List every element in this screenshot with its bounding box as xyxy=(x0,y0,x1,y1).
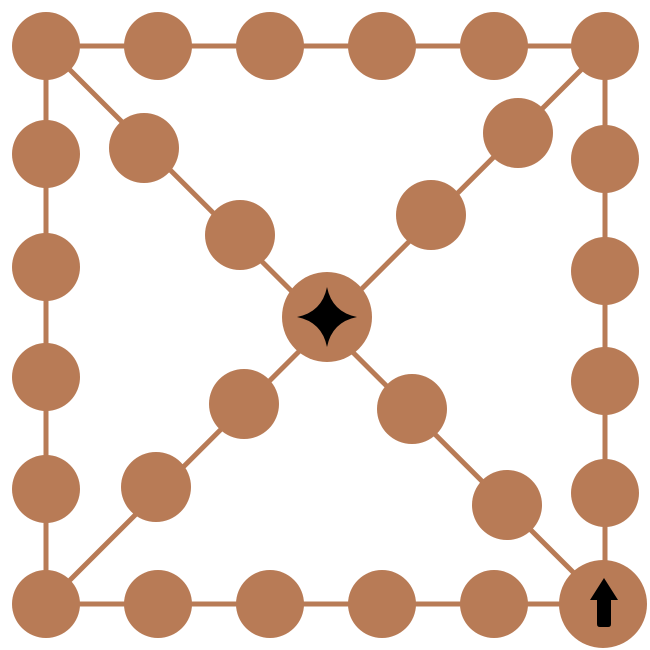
node-top-0[interactable] xyxy=(12,12,80,80)
node-left-0[interactable] xyxy=(12,120,80,188)
up-arrow-icon xyxy=(590,578,618,627)
node-diag-nw-1[interactable] xyxy=(109,113,179,183)
node-bottom-3[interactable] xyxy=(348,570,416,638)
node-right-3[interactable] xyxy=(571,459,639,527)
node-top-5[interactable] xyxy=(571,12,639,80)
board-markers xyxy=(297,287,618,627)
node-diag-nw-2[interactable] xyxy=(205,200,275,270)
four-point-star-icon xyxy=(297,287,357,347)
board-nodes xyxy=(12,12,647,648)
node-left-2[interactable] xyxy=(12,343,80,411)
node-top-2[interactable] xyxy=(236,12,304,80)
node-right-0[interactable] xyxy=(571,125,639,193)
node-left-3[interactable] xyxy=(12,455,80,523)
node-diag-se-2[interactable] xyxy=(377,374,447,444)
node-diag-se-1[interactable] xyxy=(472,470,542,540)
node-diag-ne-1[interactable] xyxy=(483,98,553,168)
node-diag-sw-1[interactable] xyxy=(121,452,191,522)
node-right-1[interactable] xyxy=(571,237,639,305)
node-bottom-4[interactable] xyxy=(460,570,528,638)
node-right-2[interactable] xyxy=(571,347,639,415)
node-diag-sw-2[interactable] xyxy=(209,369,279,439)
node-top-4[interactable] xyxy=(460,12,528,80)
node-bottom-2[interactable] xyxy=(236,570,304,638)
node-top-1[interactable] xyxy=(124,12,192,80)
node-diag-ne-2[interactable] xyxy=(396,180,466,250)
node-top-3[interactable] xyxy=(348,12,416,80)
node-bottom-1[interactable] xyxy=(124,570,192,638)
node-left-1[interactable] xyxy=(12,233,80,301)
node-bottom-0[interactable] xyxy=(12,570,80,638)
